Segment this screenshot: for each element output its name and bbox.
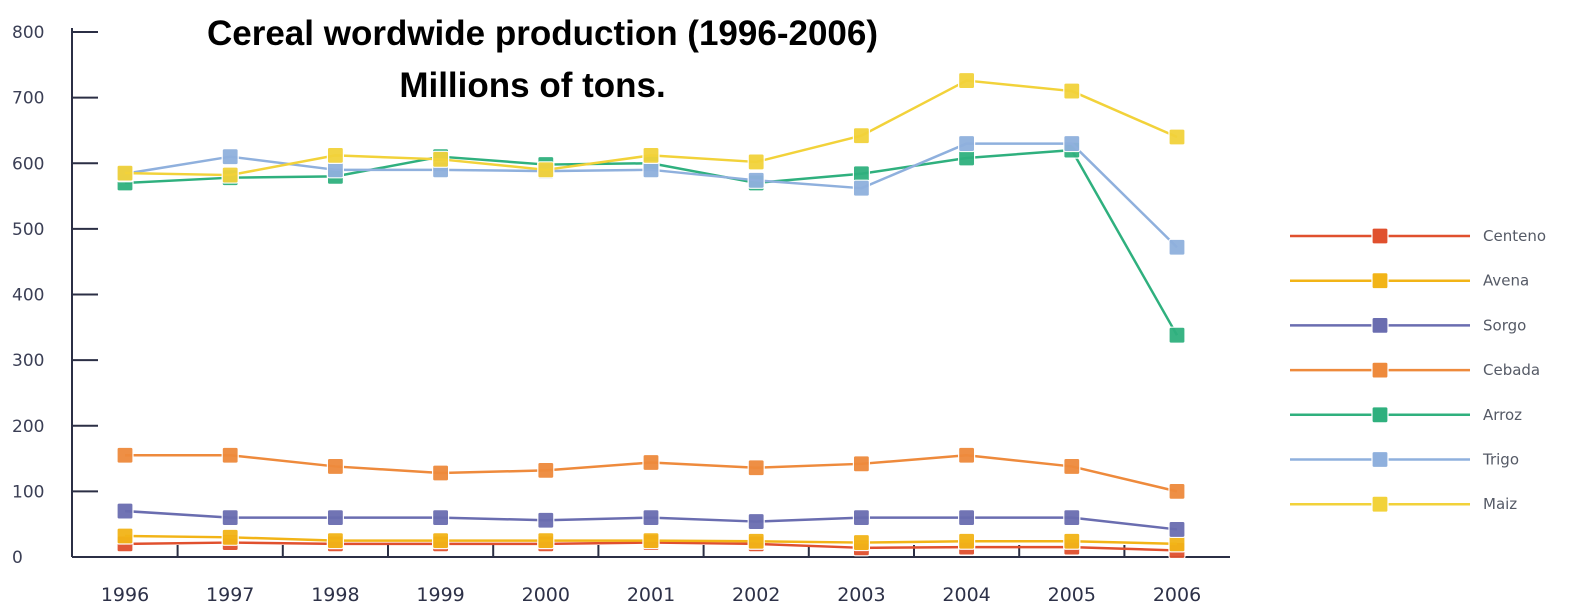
legend-marker bbox=[1371, 450, 1389, 469]
y-tick-label: 700 bbox=[12, 89, 44, 109]
data-point-arroz bbox=[1168, 326, 1186, 344]
y-tick-label: 100 bbox=[12, 482, 44, 502]
data-point-sorgo bbox=[537, 511, 555, 529]
legend-marker bbox=[1371, 272, 1389, 290]
data-point-trigo bbox=[221, 148, 239, 166]
legend-label: Maiz bbox=[1483, 495, 1517, 513]
x-tick-label: 1996 bbox=[101, 584, 149, 606]
data-point-avena bbox=[642, 531, 660, 550]
data-point-sorgo bbox=[852, 509, 871, 527]
data-point-trigo bbox=[642, 161, 660, 179]
data-point-avena bbox=[852, 533, 871, 552]
data-point-cebada bbox=[221, 446, 239, 464]
data-point-sorgo bbox=[1063, 509, 1081, 527]
data-point-trigo bbox=[1063, 134, 1081, 153]
data-point-sorgo bbox=[221, 509, 239, 527]
data-point-avena bbox=[432, 531, 450, 550]
data-point-sorgo bbox=[116, 502, 134, 520]
data-point-cebada bbox=[432, 464, 450, 482]
data-point-cebada bbox=[537, 461, 555, 479]
data-point-avena bbox=[1063, 532, 1081, 550]
data-point-maiz bbox=[747, 153, 765, 171]
data-point-avena bbox=[957, 532, 976, 550]
data-point-sorgo bbox=[957, 509, 976, 527]
x-tick-label: 2004 bbox=[942, 584, 990, 606]
y-tick-label: 0 bbox=[12, 548, 23, 568]
data-point-sorgo bbox=[642, 509, 660, 527]
data-point-maiz bbox=[116, 164, 134, 182]
data-point-arroz bbox=[852, 165, 871, 183]
data-point-cebada bbox=[1063, 457, 1081, 476]
data-point-trigo bbox=[1168, 238, 1186, 256]
legend-marker bbox=[1371, 361, 1389, 379]
data-point-arroz bbox=[957, 149, 976, 167]
x-tick-label: 2001 bbox=[627, 584, 675, 606]
data-point-trigo bbox=[326, 161, 344, 179]
x-tick-label: 2002 bbox=[732, 584, 780, 606]
x-tick-label: 2000 bbox=[522, 584, 570, 606]
data-point-avena bbox=[537, 531, 555, 550]
data-point-trigo bbox=[852, 179, 871, 197]
legend-marker bbox=[1371, 495, 1389, 513]
y-tick-label: 500 bbox=[12, 220, 44, 240]
data-point-cebada bbox=[957, 446, 976, 464]
legend-label: Arroz bbox=[1483, 406, 1522, 424]
legend-marker bbox=[1371, 406, 1389, 424]
data-point-maiz bbox=[1063, 82, 1081, 100]
x-tick-label: 2003 bbox=[837, 584, 885, 606]
y-tick-label: 400 bbox=[12, 286, 44, 306]
legend-marker bbox=[1371, 227, 1389, 245]
data-point-cebada bbox=[326, 457, 344, 476]
legend-label: Avena bbox=[1483, 272, 1529, 290]
data-point-cebada bbox=[116, 446, 134, 464]
data-point-sorgo bbox=[747, 512, 765, 531]
data-point-avena bbox=[1168, 535, 1186, 553]
legend-label: Centeno bbox=[1483, 227, 1546, 245]
x-tick-label: 2006 bbox=[1153, 584, 1201, 606]
y-tick-label: 800 bbox=[12, 23, 44, 43]
y-tick-label: 600 bbox=[12, 154, 44, 174]
y-tick-label: 200 bbox=[12, 417, 44, 437]
data-point-cebada bbox=[642, 453, 660, 472]
chart-title: Cereal wordwide production (1996-2006) bbox=[206, 14, 878, 53]
data-point-maiz bbox=[221, 166, 239, 184]
legend-label: Sorgo bbox=[1483, 316, 1526, 334]
data-point-sorgo bbox=[432, 509, 450, 527]
data-point-maiz bbox=[326, 146, 344, 164]
data-point-sorgo bbox=[1168, 520, 1186, 539]
chart-subtitle: Millions of tons. bbox=[399, 66, 666, 105]
data-point-maiz bbox=[642, 146, 660, 164]
data-point-trigo bbox=[747, 171, 765, 189]
data-point-sorgo bbox=[326, 509, 344, 527]
data-point-cebada bbox=[747, 459, 765, 477]
x-tick-label: 1997 bbox=[206, 584, 254, 606]
data-point-maiz bbox=[957, 71, 976, 90]
data-point-cebada bbox=[852, 455, 871, 473]
data-point-avena bbox=[326, 531, 344, 550]
legend-marker bbox=[1371, 316, 1389, 334]
data-point-maiz bbox=[1168, 128, 1186, 146]
legend-label: Trigo bbox=[1482, 451, 1519, 469]
data-point-maiz bbox=[852, 127, 871, 145]
data-point-avena bbox=[221, 528, 239, 546]
x-tick-label: 2005 bbox=[1048, 584, 1096, 606]
x-tick-label: 1998 bbox=[311, 584, 359, 606]
data-point-cebada bbox=[1168, 482, 1186, 500]
legend-label: Cebada bbox=[1483, 361, 1540, 379]
y-tick-label: 300 bbox=[12, 351, 44, 371]
x-tick-label: 1999 bbox=[416, 584, 464, 606]
data-point-maiz bbox=[432, 150, 450, 168]
data-point-trigo bbox=[957, 134, 976, 153]
data-point-maiz bbox=[537, 161, 555, 179]
data-point-avena bbox=[116, 527, 134, 545]
data-point-avena bbox=[747, 532, 765, 550]
